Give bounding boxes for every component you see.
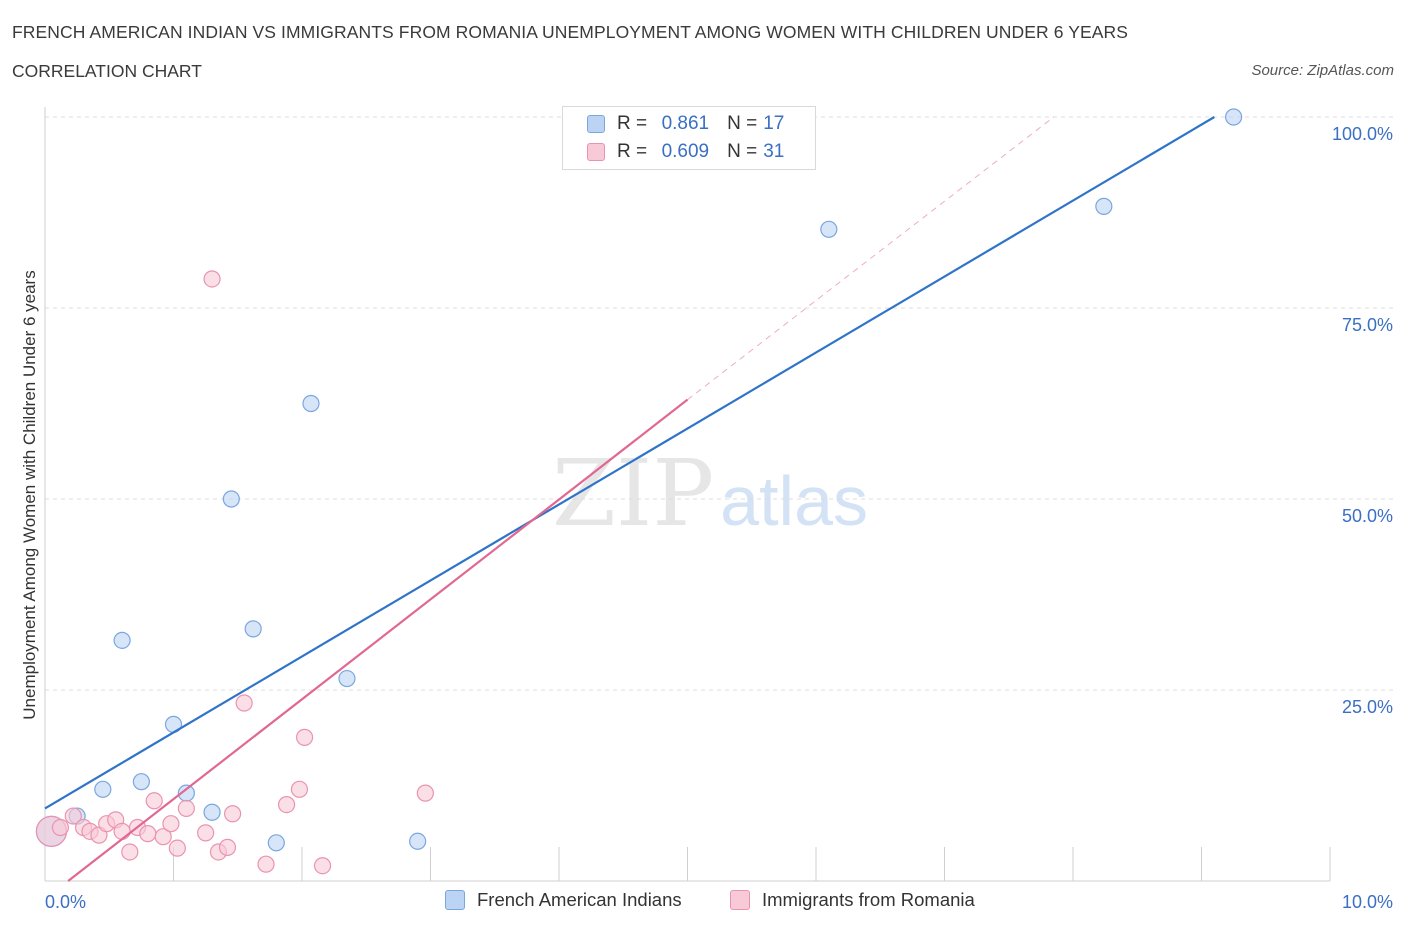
- legend-n-label: N =: [727, 141, 758, 162]
- y-tick-label: 75.0%: [1342, 315, 1393, 335]
- data-point-french-american-indians: [302, 394, 320, 413]
- legend-n-label: N =: [727, 113, 758, 134]
- data-point-immigrants-from-romania: [277, 795, 296, 814]
- data-point-french-american-indians: [1225, 108, 1243, 126]
- data-point-immigrants-from-romania: [224, 805, 242, 823]
- legend-r-label: R =: [617, 113, 648, 134]
- x-tick-label: 10.0%: [1342, 892, 1393, 912]
- y-tick-label: 100.0%: [1332, 124, 1393, 144]
- data-point-immigrants-from-romania: [313, 857, 332, 875]
- data-point-immigrants-from-romania: [295, 728, 314, 746]
- legend-r-value: 0.609: [661, 141, 710, 162]
- data-point-immigrants-from-romania: [257, 855, 275, 873]
- series-legend-french-american-indians: French American Indians: [445, 889, 682, 911]
- source-credit: Source: ZipAtlas.com: [1251, 62, 1394, 79]
- chart-subtitle: CORRELATION CHART: [12, 61, 202, 81]
- y-axis-label: Unemployment Among Women with Children U…: [20, 270, 39, 720]
- data-point-french-american-indians: [820, 220, 838, 238]
- data-point-immigrants-from-romania: [203, 270, 221, 288]
- trend-line-extension-immigrants-from-romania: [687, 116, 1055, 401]
- watermark-atlas: atlas: [720, 462, 869, 540]
- data-point-french-american-indians: [409, 832, 427, 850]
- data-point-french-american-indians: [338, 669, 356, 688]
- legend-r-label: R =: [617, 141, 648, 162]
- data-point-french-american-indians: [267, 834, 285, 852]
- legend-n-value: 17: [763, 113, 785, 134]
- data-point-immigrants-from-romania: [218, 838, 237, 856]
- data-point-immigrants-from-romania: [113, 822, 131, 840]
- series-label: Immigrants from Romania: [762, 889, 975, 910]
- data-point-immigrants-from-romania: [51, 818, 70, 837]
- data-point-french-american-indians: [94, 780, 112, 798]
- data-point-immigrants-from-romania: [145, 792, 163, 810]
- data-point-immigrants-from-romania: [177, 799, 195, 818]
- legend-n-value: 31: [763, 141, 785, 162]
- series-legend-immigrants-from-romania: Immigrants from Romania: [730, 889, 975, 911]
- legend-row-immigrants-from-romania: R = 0.609 N = 31: [587, 139, 784, 165]
- trend-line-immigrants-from-romania: [67, 398, 689, 882]
- data-point-immigrants-from-romania: [162, 815, 180, 833]
- series-swatch-pink: [730, 890, 750, 910]
- x-tick-label: 0.0%: [45, 892, 86, 912]
- data-point-immigrants-from-romania: [139, 825, 157, 843]
- data-point-french-american-indians: [1095, 197, 1113, 215]
- data-point-immigrants-from-romania: [197, 824, 215, 842]
- legend-row-french-american-indians: R = 0.861 N = 17: [587, 111, 784, 137]
- legend-swatch-blue: [587, 115, 605, 133]
- legend-swatch-pink: [587, 143, 605, 161]
- data-point-french-american-indians: [222, 490, 240, 508]
- data-point-immigrants-from-romania: [416, 784, 434, 802]
- data-point-immigrants-from-romania: [290, 780, 309, 798]
- series-label: French American Indians: [477, 889, 682, 910]
- data-point-immigrants-from-romania: [154, 828, 172, 846]
- data-point-french-american-indians: [203, 803, 221, 821]
- data-point-immigrants-from-romania: [64, 807, 82, 825]
- data-point-french-american-indians: [132, 773, 150, 791]
- y-tick-label: 50.0%: [1342, 506, 1393, 526]
- data-point-french-american-indians: [244, 620, 262, 638]
- series-swatch-blue: [445, 890, 465, 910]
- data-point-french-american-indians: [113, 631, 131, 649]
- legend-r-value: 0.861: [661, 113, 710, 134]
- y-tick-label: 25.0%: [1342, 697, 1393, 717]
- trend-line-french-american-indians: [44, 116, 1215, 810]
- chart-title: FRENCH AMERICAN INDIAN VS IMMIGRANTS FRO…: [12, 22, 1129, 42]
- data-point-immigrants-from-romania: [121, 843, 139, 861]
- data-point-immigrants-from-romania: [235, 694, 253, 712]
- correlation-legend: R = 0.861 N = 17 R = 0.609 N = 31: [562, 106, 816, 170]
- data-point-immigrants-from-romania: [168, 839, 186, 857]
